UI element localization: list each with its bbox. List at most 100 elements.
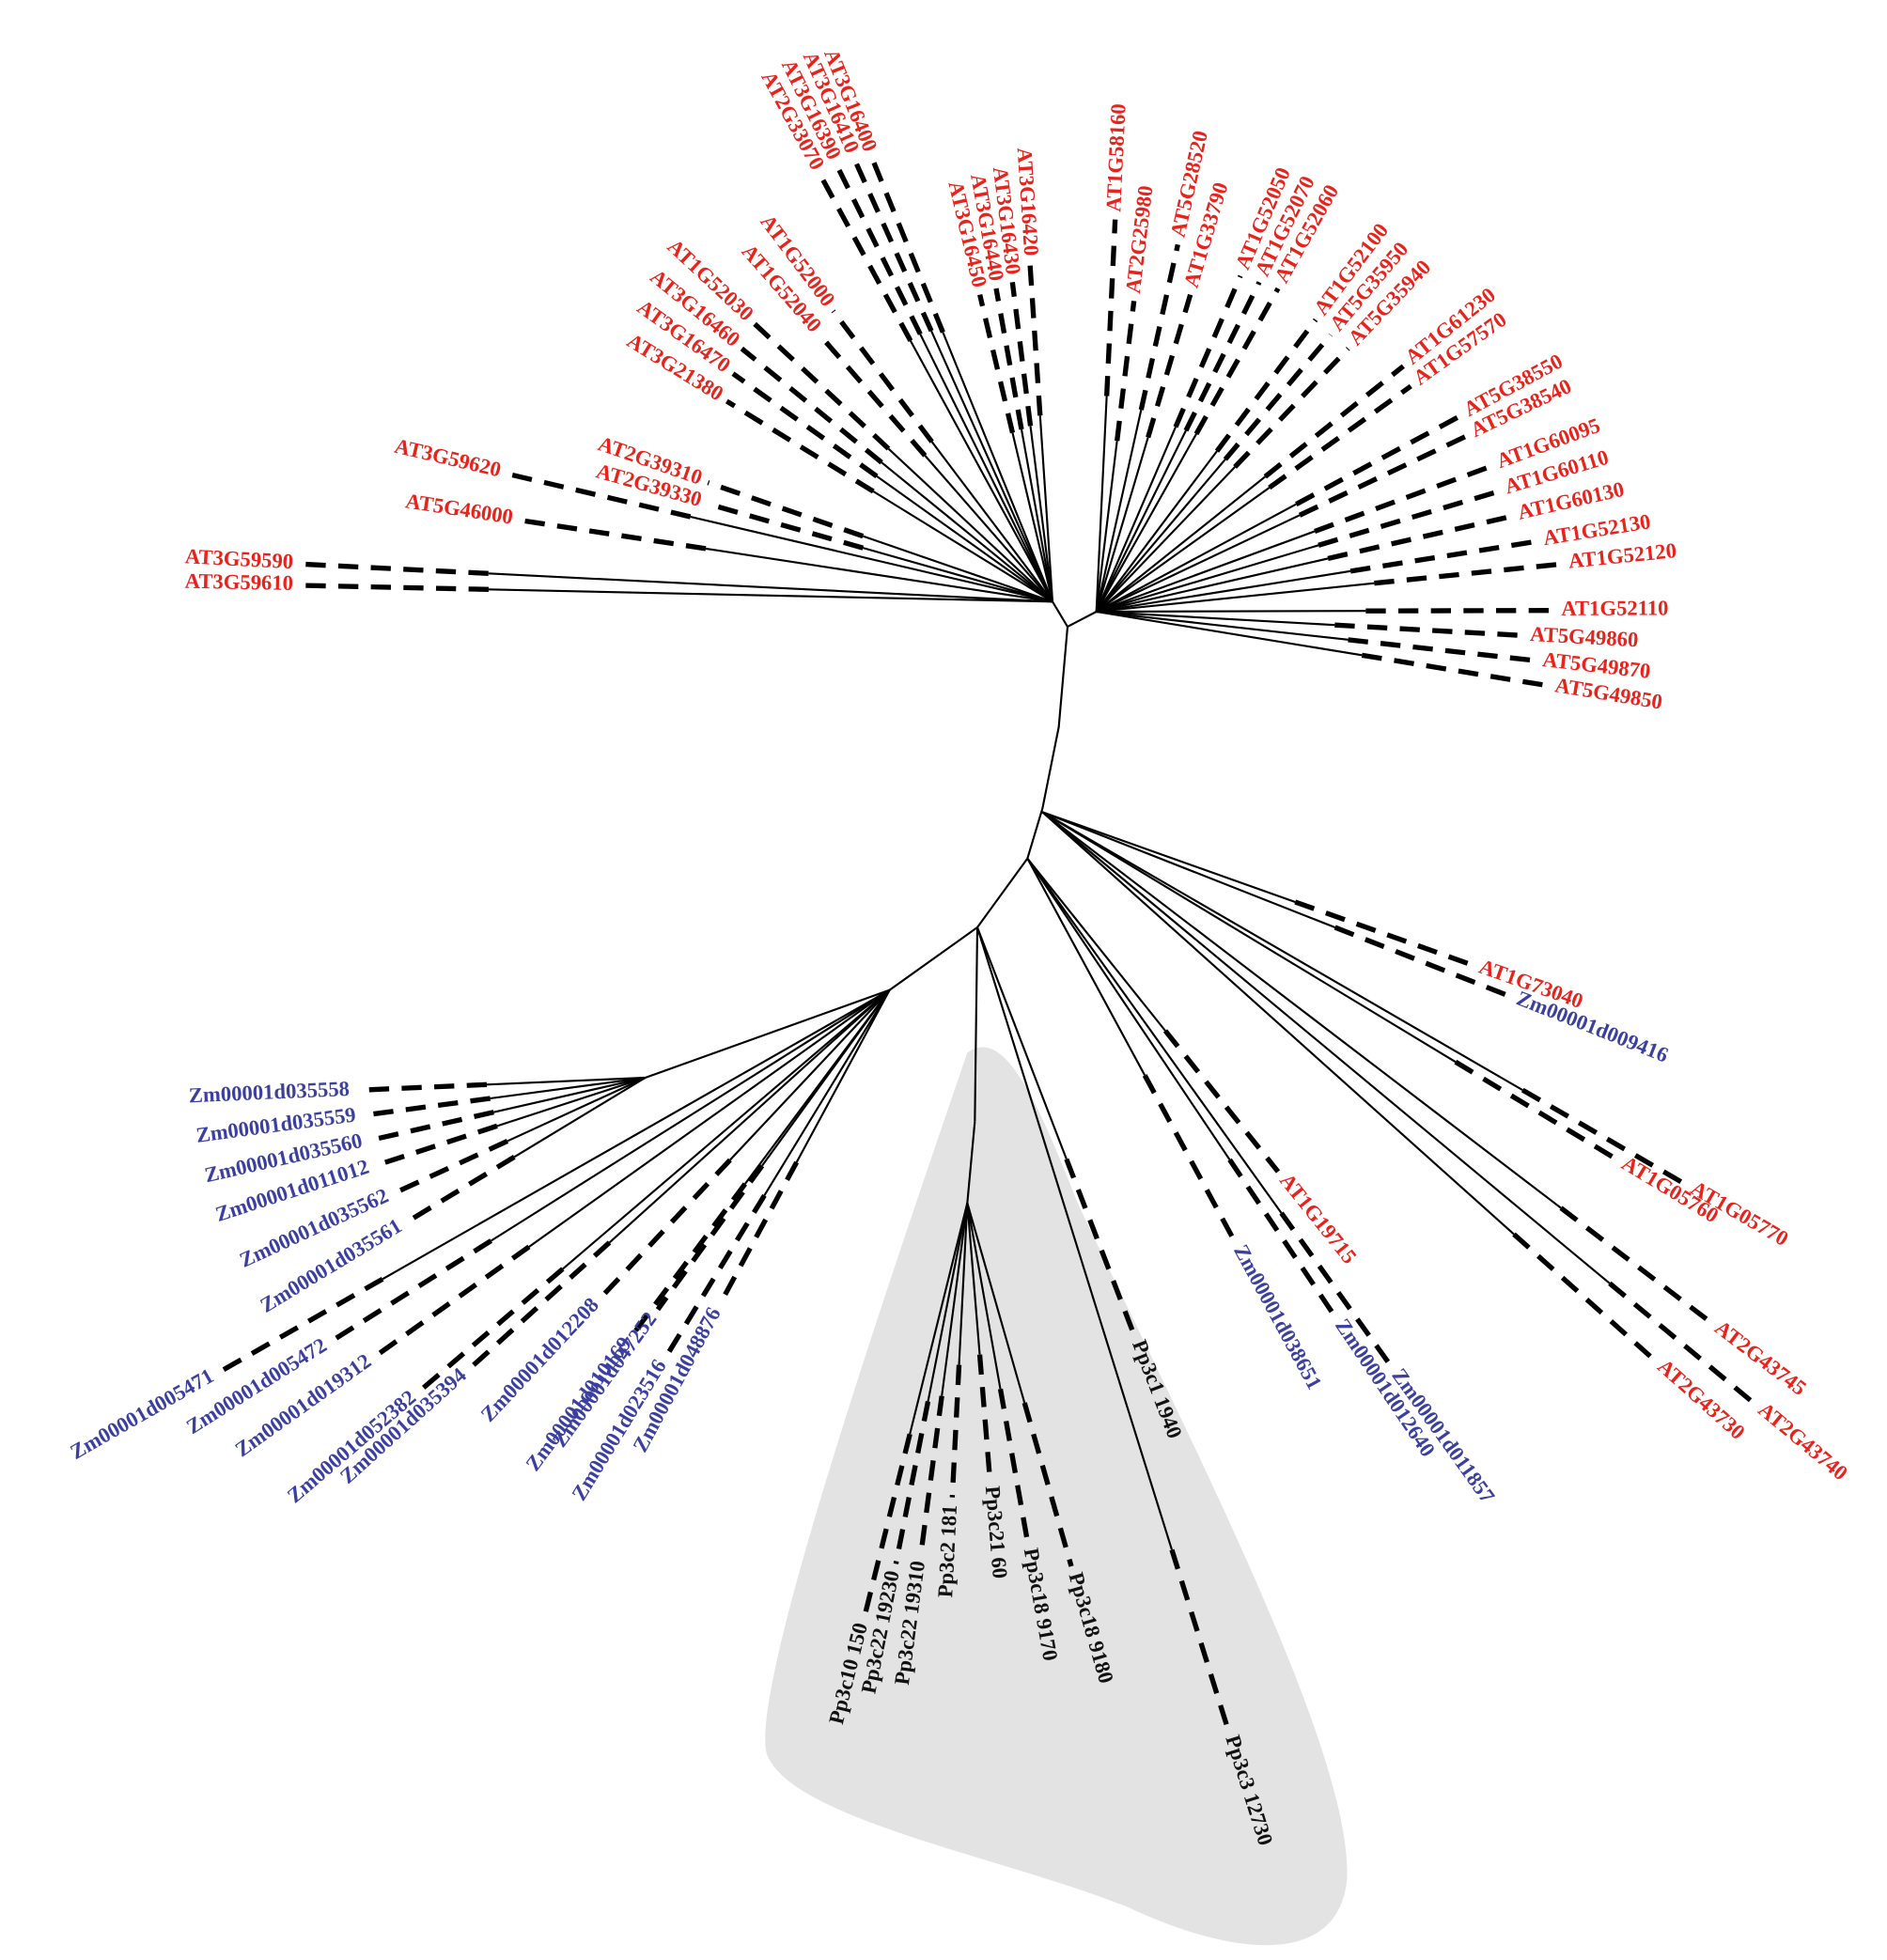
branch — [1096, 610, 1335, 627]
leaf-label: AT3G59590 — [184, 544, 294, 573]
leaf-label: AT3G59610 — [184, 569, 293, 595]
branch-tip — [918, 1395, 944, 1555]
leaf-label: AT2G43740 — [1754, 1397, 1852, 1485]
branch — [1026, 858, 1146, 1076]
branch — [690, 515, 1053, 603]
branch-tip — [740, 346, 883, 465]
branch — [976, 926, 1068, 1160]
branch — [887, 447, 1053, 603]
branch — [966, 1203, 1002, 1390]
branch — [909, 340, 1053, 602]
branch — [1041, 811, 1457, 1064]
branch — [1096, 610, 1363, 657]
branch — [1096, 503, 1297, 613]
branch — [1095, 429, 1187, 613]
branch — [1096, 514, 1301, 613]
branch — [966, 1203, 1026, 1404]
branch-tip — [731, 371, 879, 479]
branch — [1096, 610, 1349, 641]
branch — [491, 988, 891, 1242]
branch — [1095, 450, 1218, 613]
branch-tip — [725, 398, 875, 494]
branch — [975, 926, 1174, 1550]
branch — [490, 1076, 646, 1100]
branch — [872, 490, 1053, 603]
branch-tip — [834, 164, 923, 335]
branch — [1095, 409, 1143, 613]
branch — [763, 989, 891, 1196]
branch-tip — [1115, 301, 1137, 442]
branch-tip — [976, 1354, 992, 1479]
branch-tip — [356, 1081, 488, 1093]
branch — [919, 334, 1053, 602]
branch — [496, 1076, 646, 1128]
leaf-label: AT3G59620 — [393, 434, 504, 482]
branch-tip — [1173, 274, 1243, 428]
branch — [1095, 433, 1197, 613]
branch — [1026, 858, 1231, 1160]
branch-tip — [707, 480, 865, 539]
branch — [488, 572, 1053, 603]
branch — [1095, 437, 1149, 613]
branch-tip — [893, 1401, 931, 1564]
branch — [608, 988, 891, 1244]
branch-tip — [819, 334, 928, 458]
branch-tip — [993, 288, 1024, 430]
branch — [942, 332, 1053, 602]
branch-tip — [1365, 608, 1554, 614]
branch-tip — [375, 1123, 498, 1168]
branch-tip — [977, 294, 1016, 434]
branch — [1026, 858, 1166, 1032]
branch — [1011, 432, 1054, 602]
branch-tip — [1104, 219, 1118, 397]
branch-tip — [1233, 347, 1350, 469]
branch — [1095, 427, 1177, 613]
branch — [486, 1076, 646, 1086]
branch-tip — [1294, 899, 1474, 968]
leaf-label: Pp3c2 181 — [933, 1504, 961, 1598]
leaf-label: AT2G43730 — [1653, 1354, 1750, 1444]
branch-tip — [869, 157, 945, 334]
branch — [930, 330, 1053, 602]
branch-tip — [1263, 364, 1405, 479]
branch-tip — [1021, 1402, 1074, 1567]
branch — [1029, 426, 1054, 602]
branch — [729, 988, 891, 1161]
leaf-label: Zm00001d038651 — [1229, 1240, 1326, 1392]
branch — [941, 1203, 969, 1396]
branch-tip — [368, 1110, 494, 1143]
leaf-label: AT2G43745 — [1710, 1315, 1811, 1400]
branch-tip — [1146, 293, 1193, 439]
branch — [1041, 811, 1523, 1092]
branch — [966, 1203, 981, 1355]
branch — [761, 989, 891, 1167]
branch — [1096, 487, 1271, 613]
branch-tip — [1214, 318, 1318, 453]
branch-tip — [1138, 243, 1180, 411]
branch — [974, 926, 979, 1122]
branch-tip — [1374, 561, 1562, 586]
branch-tip — [393, 1139, 509, 1196]
branch — [930, 441, 1053, 602]
branch-tip — [655, 1164, 765, 1312]
leaf-label: Zm00001d035558 — [188, 1077, 350, 1107]
branch — [1041, 811, 1335, 928]
branch-tip — [300, 583, 490, 592]
branch-tip — [1009, 282, 1034, 427]
branch — [1020, 428, 1054, 602]
branch-tip — [1268, 383, 1412, 490]
branch — [1096, 610, 1366, 614]
branch — [795, 989, 891, 1163]
leaf-label: AT2G25980 — [1121, 184, 1158, 295]
branch — [1095, 396, 1108, 613]
branch-tip — [831, 309, 934, 443]
branch — [493, 1076, 646, 1113]
branch — [1041, 811, 1562, 1209]
branch-tip — [363, 1096, 491, 1118]
branch — [1026, 858, 1283, 1214]
branch — [927, 1203, 969, 1402]
branch-tip — [1162, 1029, 1281, 1174]
branch — [1041, 811, 1515, 1236]
clade-shading — [765, 1047, 1348, 1946]
